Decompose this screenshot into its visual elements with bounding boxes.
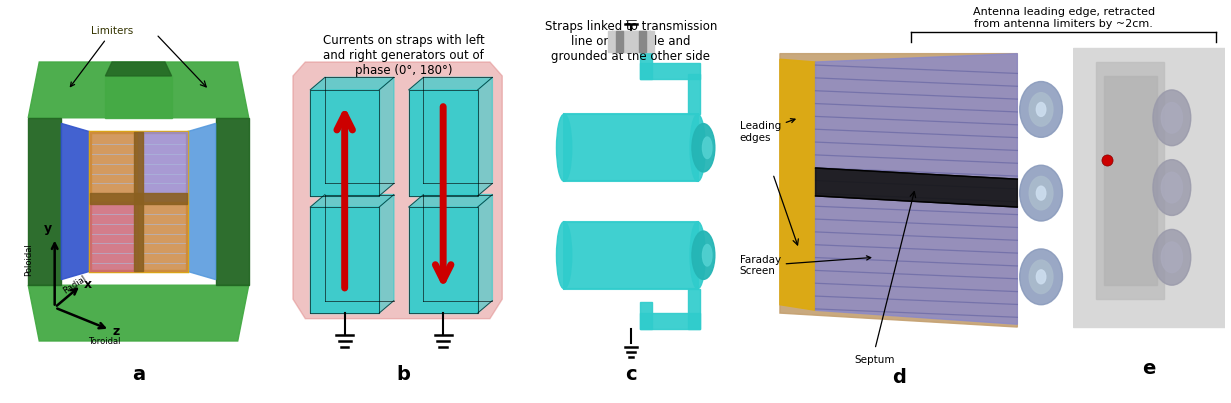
Bar (1073, 48, 1225, 327)
Ellipse shape (703, 137, 712, 158)
Bar (138, 132, 187, 202)
Bar (564, 222, 698, 289)
Bar (90, 132, 138, 202)
Ellipse shape (1153, 90, 1190, 146)
Polygon shape (106, 62, 171, 76)
Polygon shape (28, 118, 62, 285)
Ellipse shape (1029, 177, 1053, 210)
Text: b: b (396, 365, 411, 384)
Ellipse shape (1161, 102, 1183, 133)
Ellipse shape (691, 114, 705, 181)
Polygon shape (310, 195, 394, 207)
Bar (310, 90, 379, 196)
Polygon shape (187, 123, 215, 280)
Bar (1096, 62, 1165, 299)
Ellipse shape (691, 222, 705, 289)
Ellipse shape (1161, 242, 1183, 273)
Ellipse shape (556, 222, 571, 289)
Text: d: d (891, 368, 906, 387)
Text: Limiters: Limiters (70, 26, 133, 87)
Polygon shape (215, 118, 249, 285)
Text: e: e (1142, 359, 1156, 378)
Bar (90, 132, 187, 271)
Bar (409, 207, 478, 313)
Text: Toroidal: Toroidal (87, 337, 121, 346)
Polygon shape (478, 195, 492, 313)
Polygon shape (379, 77, 394, 196)
Bar (608, 31, 654, 52)
Ellipse shape (703, 245, 712, 266)
Bar (640, 52, 652, 79)
Bar (90, 193, 187, 204)
Text: Poloidal: Poloidal (23, 243, 33, 276)
Text: Straps linked to transmission
line on one side and
grounded at the other side: Straps linked to transmission line on on… (544, 20, 718, 63)
Polygon shape (409, 77, 492, 90)
Text: Radial: Radial (62, 274, 89, 295)
Text: Faraday
Screen: Faraday Screen (740, 255, 870, 276)
Polygon shape (815, 168, 1017, 207)
Polygon shape (478, 77, 492, 196)
Ellipse shape (1037, 186, 1046, 200)
Bar (616, 31, 623, 52)
Text: z: z (112, 325, 119, 339)
Text: Currents on straps with left
and right generators out of
phase (0°, 180°): Currents on straps with left and right g… (323, 34, 485, 77)
Text: Septum: Septum (854, 355, 895, 365)
Text: Antenna leading edge, retracted
from antenna limiters by ~2cm.: Antenna leading edge, retracted from ant… (972, 7, 1155, 29)
Polygon shape (815, 54, 1017, 324)
Ellipse shape (692, 231, 715, 279)
Bar (688, 74, 699, 114)
Ellipse shape (1029, 93, 1053, 126)
Bar (640, 302, 652, 329)
Ellipse shape (1019, 249, 1062, 305)
Text: Leading
edges: Leading edges (740, 118, 795, 143)
Text: a: a (132, 365, 145, 384)
Bar (640, 63, 699, 79)
Polygon shape (62, 123, 90, 280)
Bar (640, 313, 699, 329)
Bar (1104, 76, 1157, 285)
Ellipse shape (1161, 172, 1183, 203)
Bar (564, 114, 698, 181)
Bar (310, 207, 379, 313)
Bar (688, 289, 699, 329)
Ellipse shape (556, 114, 571, 181)
Polygon shape (379, 195, 394, 313)
Ellipse shape (1153, 160, 1190, 216)
Ellipse shape (1153, 229, 1190, 285)
Polygon shape (28, 62, 249, 118)
Ellipse shape (1029, 260, 1053, 293)
Text: x: x (84, 278, 91, 291)
Ellipse shape (1019, 165, 1062, 221)
Ellipse shape (1037, 102, 1046, 116)
Polygon shape (780, 59, 815, 310)
Bar (138, 202, 187, 271)
Ellipse shape (1037, 270, 1046, 284)
Bar (409, 90, 478, 196)
Text: y: y (43, 222, 52, 235)
Text: c: c (625, 365, 636, 384)
Polygon shape (106, 76, 171, 118)
Bar (90, 202, 138, 271)
Polygon shape (409, 195, 492, 207)
Polygon shape (28, 285, 249, 341)
Bar (639, 31, 646, 52)
Polygon shape (780, 54, 1017, 327)
Polygon shape (293, 62, 502, 319)
Polygon shape (310, 77, 394, 90)
Ellipse shape (692, 124, 715, 172)
Ellipse shape (1019, 81, 1062, 137)
Bar (134, 132, 143, 271)
